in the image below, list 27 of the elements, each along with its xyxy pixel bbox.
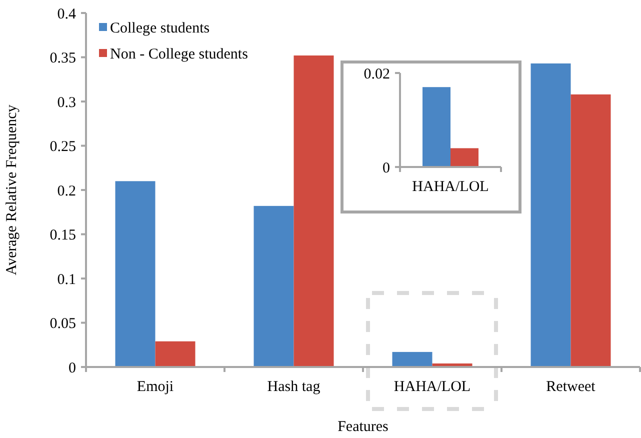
y-tick-label: 0.1 xyxy=(57,272,76,288)
legend-label: Non - College students xyxy=(110,46,248,62)
y-tick-label: 0.15 xyxy=(50,228,76,244)
y-tick-label: 0.25 xyxy=(50,139,76,155)
y-tick-label: 0.4 xyxy=(57,6,76,22)
y-tick-label: 0.3 xyxy=(57,94,76,111)
bar xyxy=(530,63,571,367)
y-tick-label: 0.05 xyxy=(50,316,76,332)
y-tick-label: 0.2 xyxy=(57,183,76,200)
y-axis-title: Average Relative Frequency xyxy=(4,104,20,276)
bar xyxy=(294,55,334,367)
x-tick-label: HAHA/LOL xyxy=(394,379,471,395)
bar xyxy=(392,352,432,367)
y-tick-label: 0.35 xyxy=(50,50,76,66)
x-tick-label: HAHA/LOL xyxy=(412,179,489,195)
y-tick-label: 0.02 xyxy=(364,66,390,82)
y-tick-label: 0 xyxy=(68,360,76,376)
x-tick-label: Hash tag xyxy=(267,379,321,395)
bar xyxy=(570,94,611,367)
bar xyxy=(115,181,156,367)
y-tick-label: 0 xyxy=(382,160,390,176)
legend-label: College students xyxy=(110,20,210,36)
x-axis-title: Features xyxy=(338,419,389,435)
x-tick-label: Retweet xyxy=(546,379,596,395)
bar xyxy=(155,341,196,367)
bar xyxy=(254,206,294,367)
x-tick-label: Emoji xyxy=(136,379,174,395)
